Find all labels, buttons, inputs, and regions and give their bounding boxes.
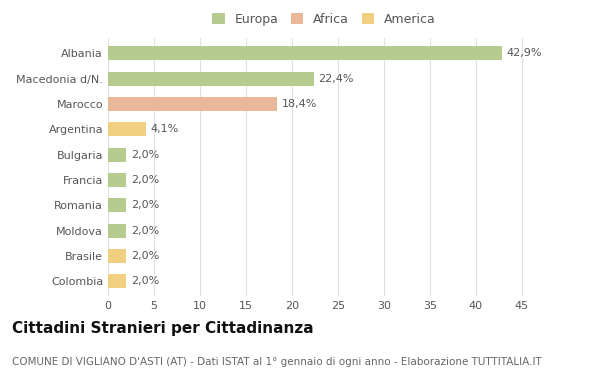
Text: 2,0%: 2,0% (131, 175, 159, 185)
Text: 4,1%: 4,1% (150, 124, 179, 134)
Bar (108, 46, 502, 60)
Text: 2,0%: 2,0% (131, 276, 159, 286)
Bar (108, 274, 127, 288)
Text: Cittadini Stranieri per Cittadinanza: Cittadini Stranieri per Cittadinanza (12, 321, 314, 336)
Bar (108, 198, 127, 212)
Bar (108, 122, 146, 136)
Bar (108, 223, 127, 238)
Text: 2,0%: 2,0% (131, 251, 159, 261)
Text: 2,0%: 2,0% (131, 226, 159, 236)
Text: 2,0%: 2,0% (131, 150, 159, 160)
Bar (108, 173, 127, 187)
Text: 18,4%: 18,4% (282, 99, 317, 109)
Text: 22,4%: 22,4% (319, 74, 354, 84)
Bar (108, 97, 277, 111)
Bar (108, 147, 127, 162)
Text: 2,0%: 2,0% (131, 200, 159, 210)
Bar (108, 71, 314, 86)
Text: COMUNE DI VIGLIANO D'ASTI (AT) - Dati ISTAT al 1° gennaio di ogni anno - Elabora: COMUNE DI VIGLIANO D'ASTI (AT) - Dati IS… (12, 357, 542, 367)
Bar (108, 249, 127, 263)
Legend: Europa, Africa, America: Europa, Africa, America (209, 10, 439, 28)
Text: 42,9%: 42,9% (507, 48, 542, 58)
